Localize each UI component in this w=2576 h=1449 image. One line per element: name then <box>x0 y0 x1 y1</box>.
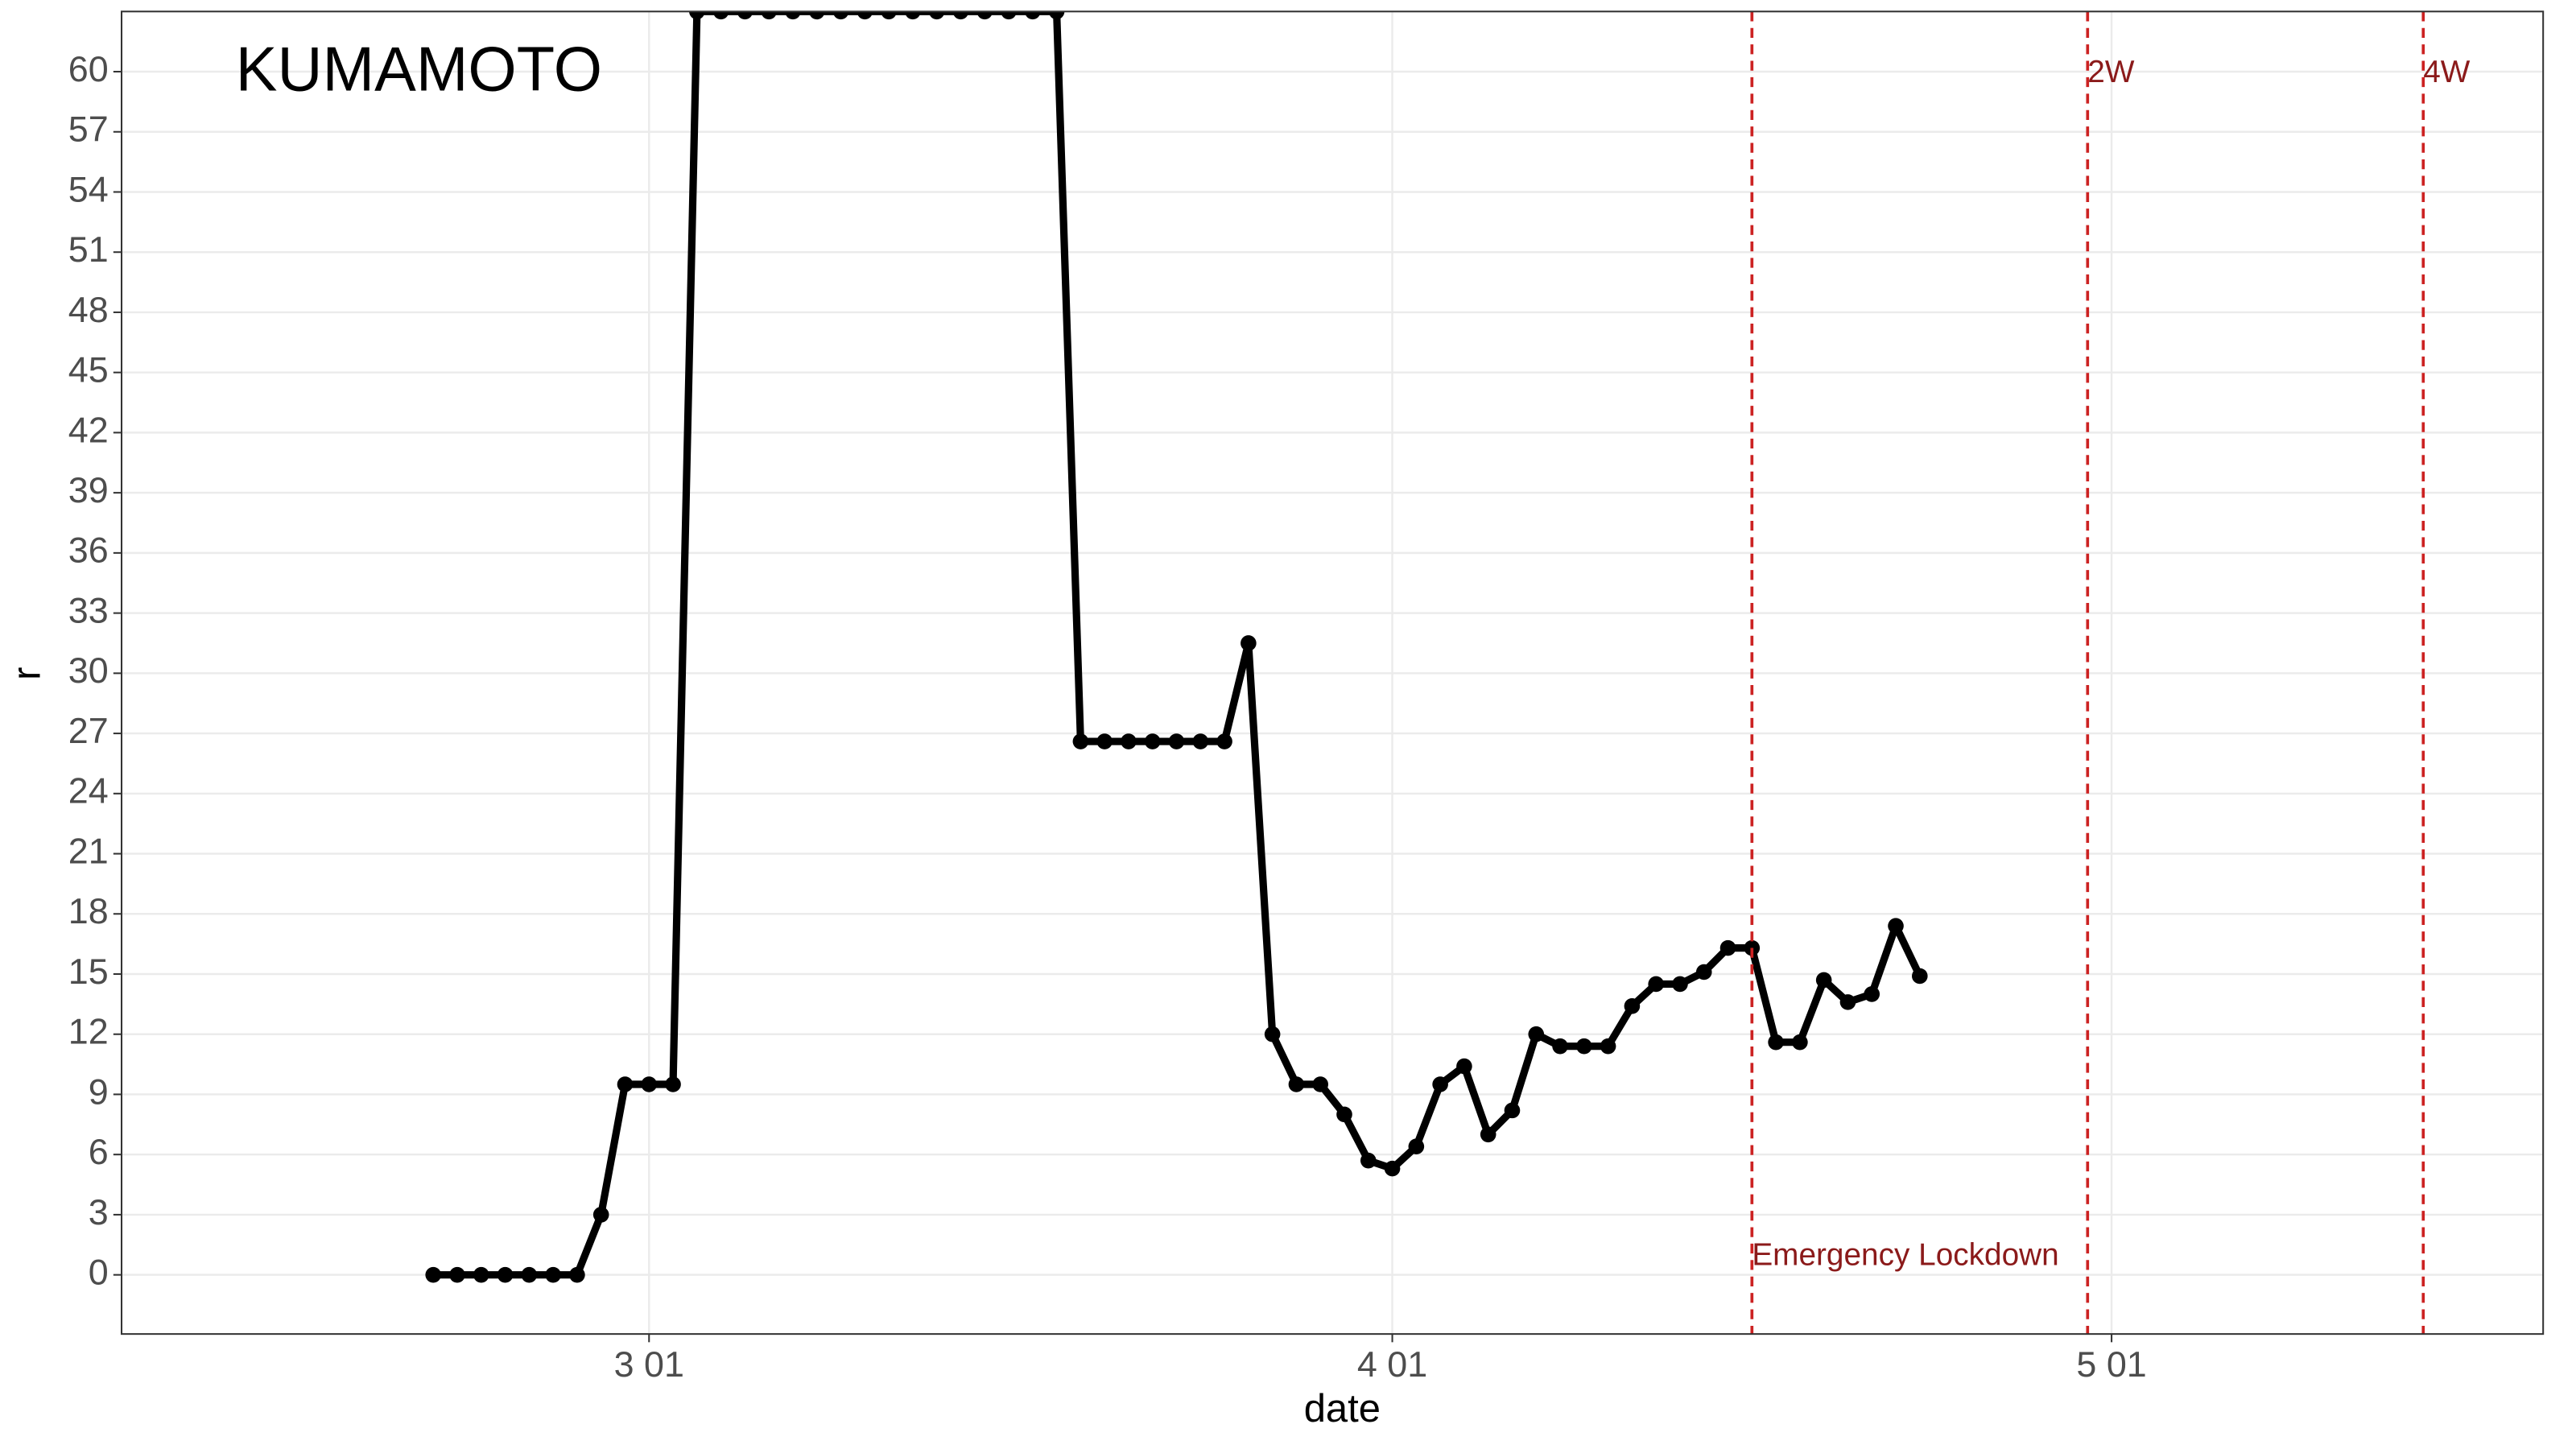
data-point <box>449 1266 465 1283</box>
data-point <box>1624 998 1641 1014</box>
data-point <box>1600 1038 1616 1055</box>
labels: KUMAMOTO date r 036912151821242730333639… <box>6 35 2471 1430</box>
data-point <box>592 1207 609 1223</box>
data-point <box>1672 976 1688 993</box>
data-point <box>569 1266 585 1283</box>
data-point <box>832 11 849 20</box>
data-point <box>1168 733 1185 749</box>
data-point <box>1072 733 1089 749</box>
data-point <box>1648 976 1664 993</box>
data-point <box>1001 11 1017 20</box>
y-tick-label: 33 <box>68 589 109 630</box>
data-point <box>1888 918 1904 935</box>
y-tick-label: 24 <box>68 770 109 811</box>
data-point <box>1432 1076 1448 1092</box>
data-point <box>1576 1038 1592 1055</box>
data-point <box>1288 1076 1305 1092</box>
data-point <box>808 11 825 20</box>
data-point <box>785 11 801 20</box>
data-point <box>665 1076 681 1092</box>
data-point <box>952 11 969 20</box>
data-point <box>1839 994 1856 1010</box>
data-point <box>1048 11 1065 20</box>
data-point <box>1792 1034 1808 1051</box>
data-point <box>1241 635 1257 651</box>
data-point <box>473 1266 489 1283</box>
y-tick-label: 18 <box>68 890 109 931</box>
data-point <box>1768 1034 1784 1051</box>
data-point <box>1456 1058 1472 1075</box>
data-point <box>1312 1076 1329 1092</box>
data-point <box>1528 1026 1545 1042</box>
y-tick-label: 54 <box>68 168 109 209</box>
y-tick-label: 12 <box>68 1011 109 1052</box>
data-point <box>1719 939 1736 956</box>
y-tick-label: 45 <box>68 349 109 390</box>
data-point <box>1408 1138 1425 1155</box>
x-axis-label: date <box>1304 1387 1381 1430</box>
y-tick-label: 36 <box>68 530 109 571</box>
y-tick-label: 3 <box>89 1191 109 1232</box>
y-tick-label: 9 <box>89 1071 109 1112</box>
data-point <box>712 11 729 20</box>
data-point <box>1121 733 1137 749</box>
y-tick-label: 21 <box>68 830 109 871</box>
data-point <box>521 1266 538 1283</box>
y-tick-label: 60 <box>68 48 109 89</box>
data-point <box>1912 968 1928 985</box>
data-point <box>425 1266 442 1283</box>
data-point <box>1192 733 1209 749</box>
data-point <box>497 1266 514 1283</box>
data-point <box>1096 733 1113 749</box>
data-point <box>976 11 993 20</box>
y-tick-label: 6 <box>89 1131 109 1172</box>
data-point <box>689 11 705 20</box>
data-point <box>545 1266 561 1283</box>
data-point <box>737 11 753 20</box>
data-point <box>617 1076 634 1092</box>
x-tick-label: 5 01 <box>2076 1344 2146 1385</box>
data-point <box>1480 1126 1496 1143</box>
data-point <box>905 11 921 20</box>
chart-title: KUMAMOTO <box>236 35 602 104</box>
data-point <box>1695 964 1712 980</box>
data-point <box>1864 986 1880 1002</box>
data-point <box>1336 1106 1352 1123</box>
data-point <box>1144 733 1161 749</box>
y-tick-label: 27 <box>68 710 109 751</box>
data-point <box>1216 733 1232 749</box>
y-axis-label: r <box>6 667 49 680</box>
data-point <box>1384 1160 1401 1177</box>
data-point <box>641 1076 658 1092</box>
reference-label: Emergency Lockdown <box>1752 1237 2058 1272</box>
data-point <box>1360 1152 1377 1169</box>
y-tick-label: 30 <box>68 650 109 691</box>
x-tick-label: 3 01 <box>614 1344 684 1385</box>
x-tick-label: 4 01 <box>1357 1344 1427 1385</box>
data-point <box>1504 1102 1521 1119</box>
data-point <box>1025 11 1041 20</box>
y-tick-label: 48 <box>68 289 109 330</box>
data-point <box>1815 972 1832 989</box>
y-tick-label: 57 <box>68 109 109 150</box>
y-tick-label: 39 <box>68 469 109 510</box>
plot-area <box>425 11 2425 1335</box>
grid <box>122 11 2544 1335</box>
data-point <box>928 11 945 20</box>
reference-label: 2W <box>2087 55 2135 89</box>
y-tick-label: 15 <box>68 951 109 992</box>
data-point <box>857 11 873 20</box>
data-point <box>881 11 897 20</box>
reference-label: 4W <box>2423 55 2471 89</box>
y-tick-label: 42 <box>68 409 109 450</box>
y-tick-label: 0 <box>89 1252 109 1293</box>
data-point <box>1264 1026 1281 1042</box>
data-point <box>761 11 777 20</box>
y-tick-label: 51 <box>68 229 109 270</box>
data-point <box>1552 1038 1568 1055</box>
